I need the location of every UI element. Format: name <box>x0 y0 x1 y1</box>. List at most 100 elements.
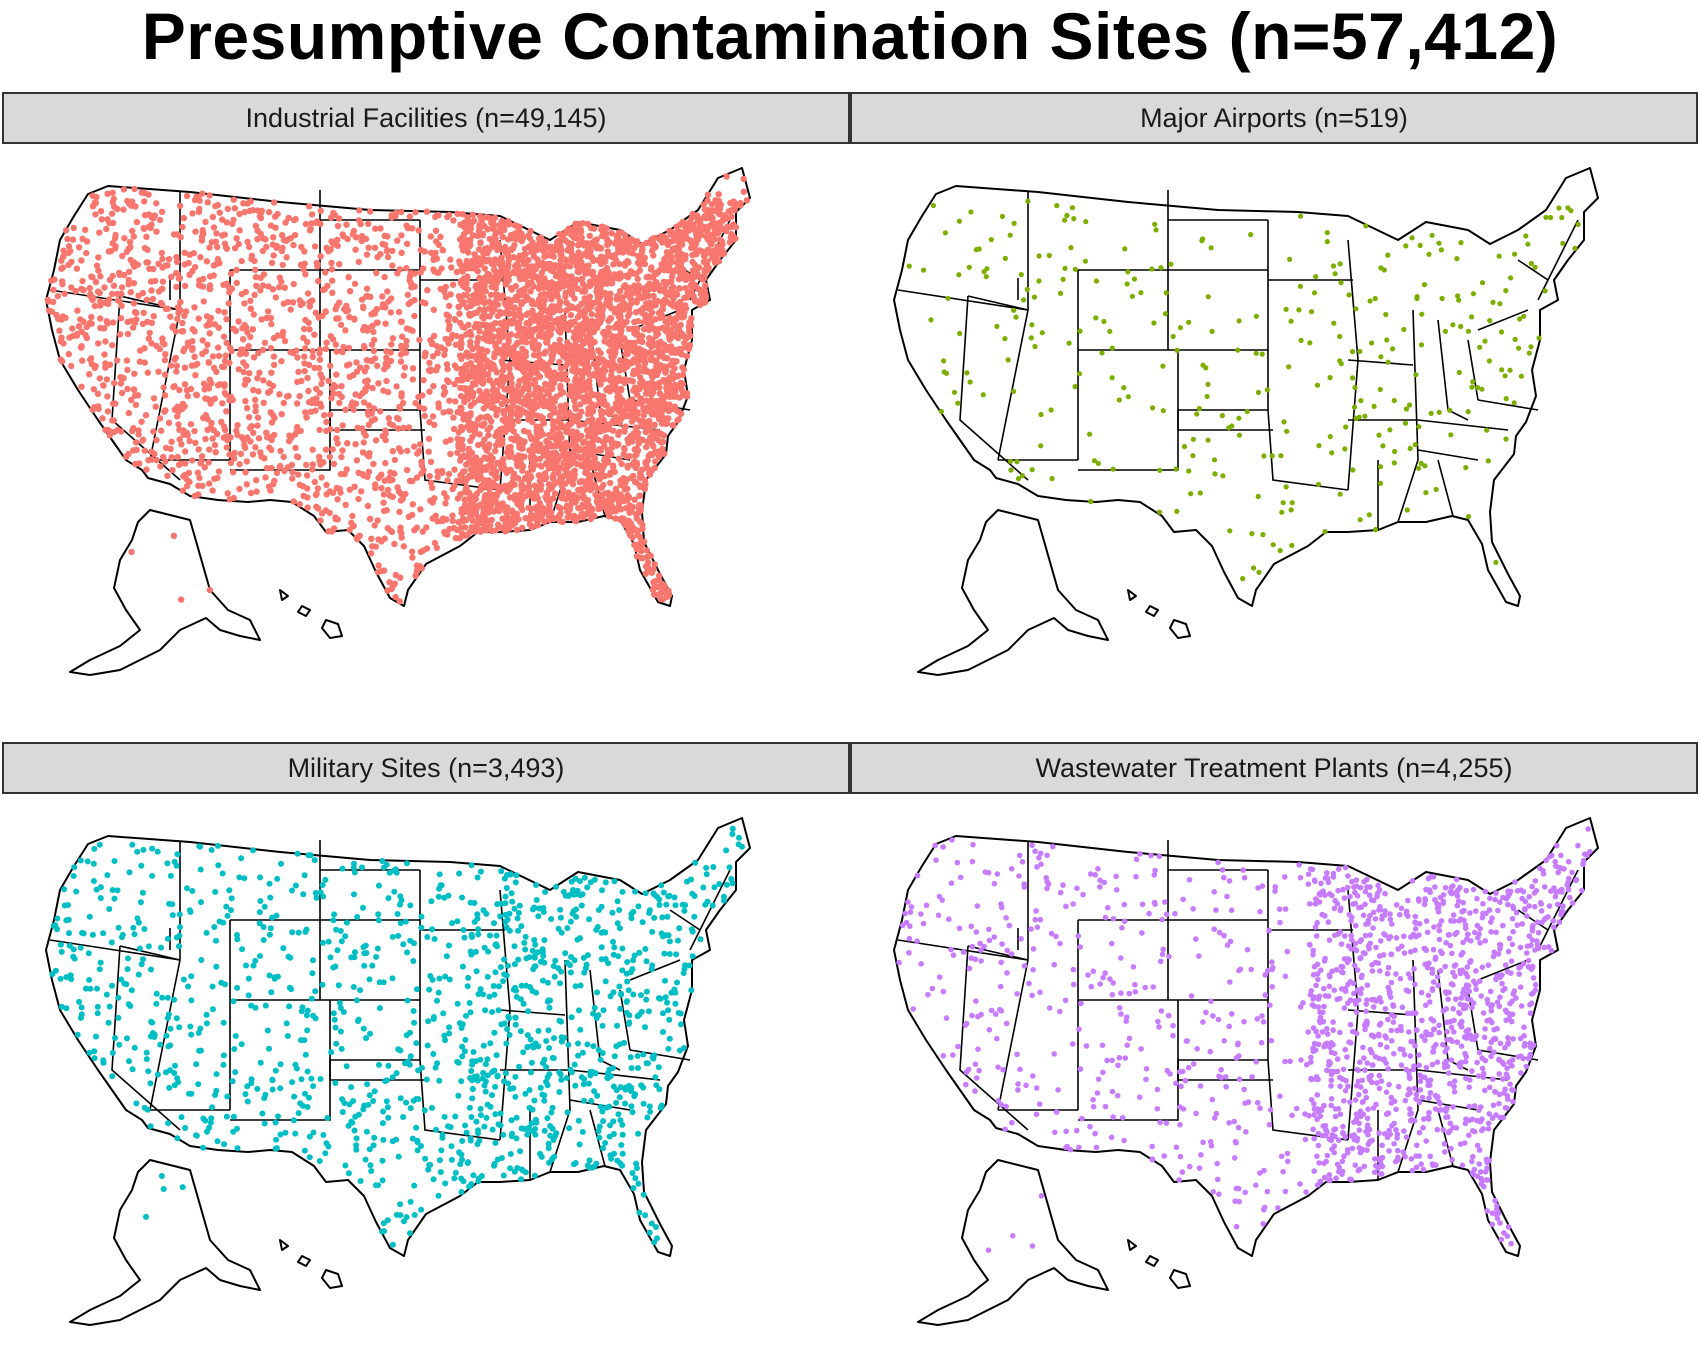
site-point-industrial <box>370 461 376 467</box>
site-point-industrial <box>282 219 288 225</box>
site-point-industrial <box>320 287 326 293</box>
site-point-industrial <box>281 400 287 406</box>
site-point-industrial <box>221 383 227 389</box>
site-point-industrial <box>491 259 497 265</box>
site-point-industrial <box>598 254 604 260</box>
site-point-industrial <box>228 397 234 403</box>
site-point-industrial <box>371 405 377 411</box>
site-point-industrial <box>649 441 655 447</box>
site-point-industrial <box>537 456 543 462</box>
site-point-industrial <box>206 359 212 365</box>
site-point-industrial <box>398 358 404 364</box>
site-point-industrial <box>199 237 205 243</box>
site-point-industrial <box>662 583 668 589</box>
site-point-industrial <box>559 483 565 489</box>
site-point-industrial <box>467 339 473 345</box>
site-point-industrial <box>295 471 301 477</box>
site-point-industrial <box>668 231 674 237</box>
site-point-industrial <box>83 250 89 256</box>
site-point-industrial <box>189 457 195 463</box>
site-point-industrial <box>666 332 672 338</box>
site-point-industrial <box>630 378 636 384</box>
site-point-industrial <box>277 463 283 469</box>
site-point-industrial <box>602 457 608 463</box>
site-point-industrial <box>456 311 462 317</box>
site-point-industrial <box>688 245 694 251</box>
site-point-industrial <box>522 515 528 521</box>
site-point-industrial <box>393 572 399 578</box>
site-point-industrial <box>468 503 474 509</box>
site-point-industrial <box>415 394 421 400</box>
site-point-industrial <box>328 214 334 220</box>
site-point-industrial <box>304 339 310 345</box>
site-point-industrial <box>343 502 349 508</box>
site-point-industrial <box>331 382 337 388</box>
site-point-industrial <box>335 223 341 229</box>
site-point-industrial <box>351 484 357 490</box>
site-point-industrial <box>99 216 105 222</box>
site-point-industrial <box>118 428 124 434</box>
site-point-industrial <box>483 498 489 504</box>
site-point-industrial <box>639 526 645 532</box>
site-point-industrial <box>460 470 466 476</box>
site-point-industrial <box>101 325 107 331</box>
site-point-industrial <box>500 348 506 354</box>
site-point-industrial <box>159 264 165 270</box>
site-point-industrial <box>268 315 274 321</box>
site-point-industrial <box>69 325 75 331</box>
site-point-industrial <box>252 267 258 273</box>
site-point-industrial <box>470 393 476 399</box>
site-point-industrial <box>473 496 479 502</box>
site-point-industrial <box>532 439 538 445</box>
site-point-industrial <box>250 451 256 457</box>
site-point-industrial <box>88 273 94 279</box>
site-point-industrial <box>450 282 456 288</box>
hawaii-island <box>280 590 288 600</box>
site-point-industrial <box>381 491 387 497</box>
site-point-industrial <box>303 462 309 468</box>
site-point-industrial <box>132 392 138 398</box>
site-point-industrial <box>703 234 709 240</box>
site-point-industrial <box>184 483 190 489</box>
site-point-industrial <box>626 453 632 459</box>
site-point-industrial <box>329 446 335 452</box>
site-point-industrial <box>387 420 393 426</box>
site-point-industrial <box>733 224 739 230</box>
site-point-industrial <box>516 323 522 329</box>
site-point-industrial <box>96 229 102 235</box>
site-point-industrial <box>118 315 124 321</box>
site-point-industrial <box>157 463 163 469</box>
site-point-industrial <box>162 351 168 357</box>
site-point-industrial <box>182 250 188 256</box>
site-point-industrial <box>581 396 587 402</box>
site-point-industrial <box>212 203 218 209</box>
site-point-industrial <box>517 257 523 263</box>
site-point-industrial <box>559 495 565 501</box>
site-point-industrial <box>342 407 348 413</box>
site-point-industrial <box>466 228 472 234</box>
site-point-industrial <box>283 254 289 260</box>
site-point-industrial <box>502 528 508 534</box>
site-point-industrial <box>346 345 352 351</box>
site-point-industrial <box>414 525 420 531</box>
site-point-industrial <box>513 283 519 289</box>
site-point-industrial <box>392 580 398 586</box>
site-point-industrial <box>78 286 84 292</box>
site-point-industrial <box>379 293 385 299</box>
site-point-industrial <box>468 332 474 338</box>
site-point-industrial <box>386 475 392 481</box>
site-point-industrial <box>331 461 337 467</box>
site-point-industrial <box>121 186 127 192</box>
site-point-industrial <box>707 239 713 245</box>
site-point-industrial <box>634 238 640 244</box>
site-point-industrial <box>210 353 216 359</box>
site-point-industrial <box>104 216 110 222</box>
site-point-industrial <box>617 491 623 497</box>
site-point-industrial <box>391 470 397 476</box>
site-point-industrial <box>578 360 584 366</box>
site-point-industrial <box>579 288 585 294</box>
site-point-industrial <box>365 377 371 383</box>
site-point-industrial <box>462 524 468 530</box>
site-point-industrial <box>549 386 555 392</box>
site-point-industrial <box>333 371 339 377</box>
